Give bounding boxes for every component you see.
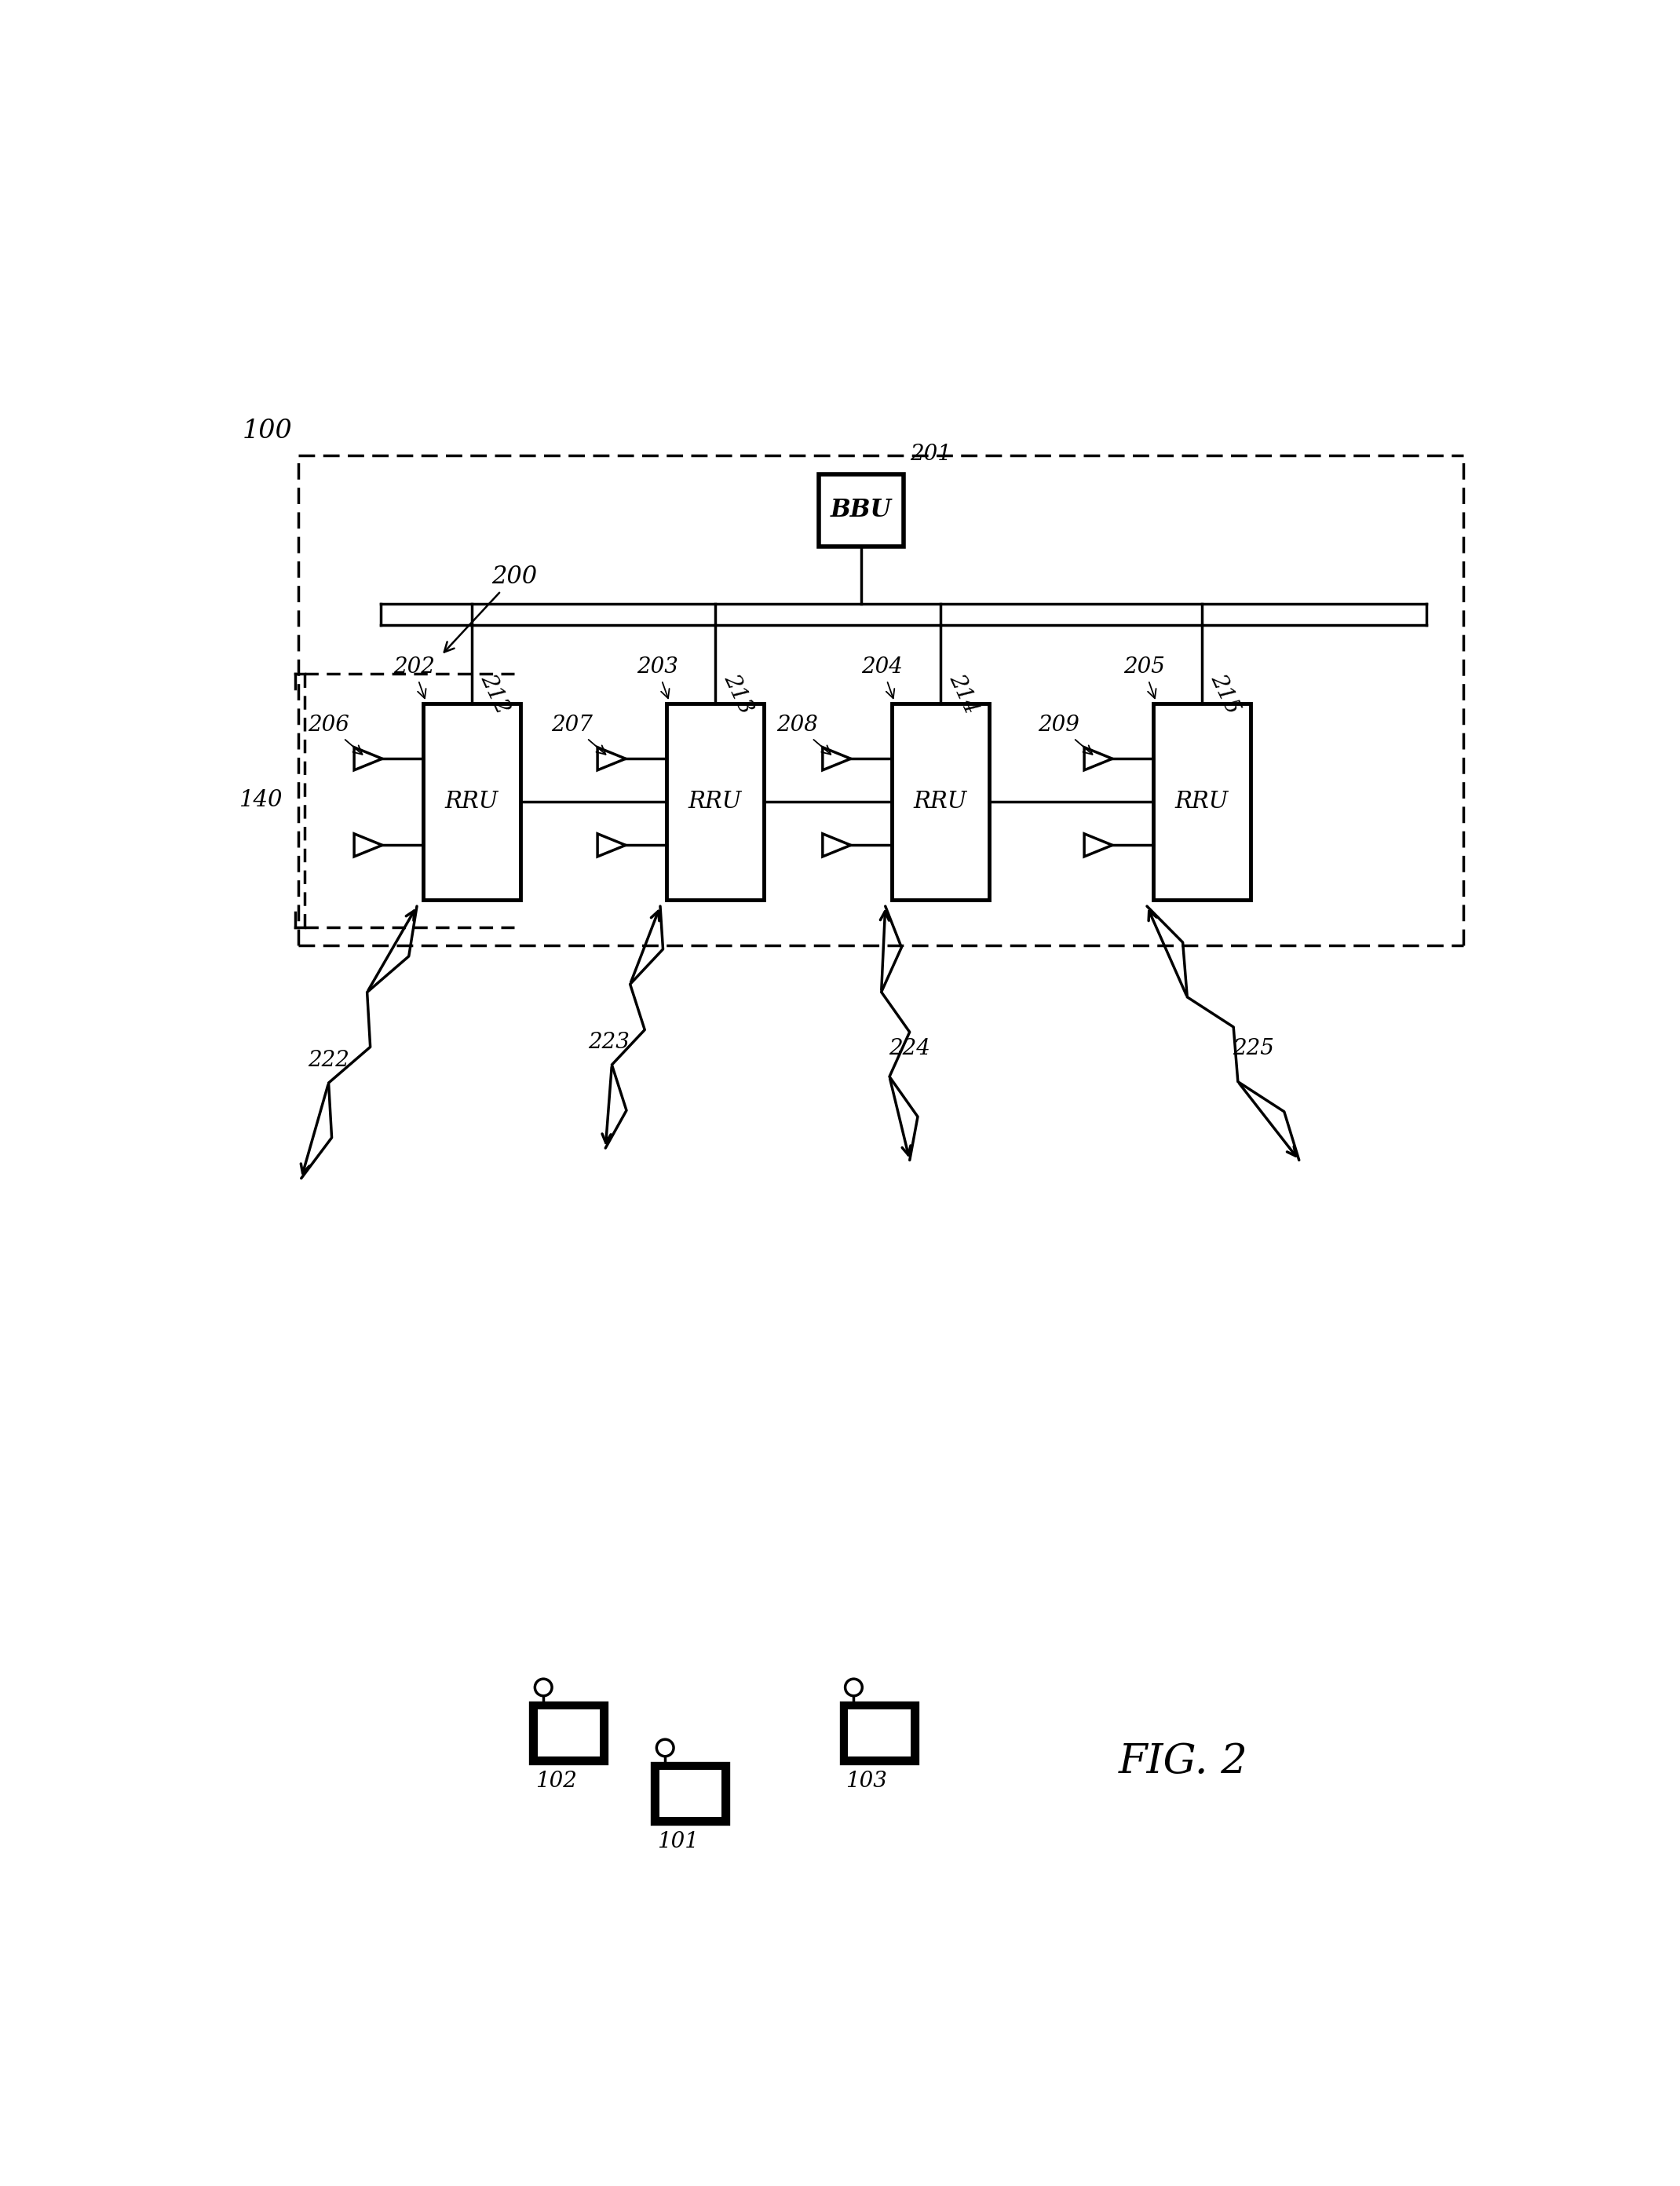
- Text: 209: 209: [1038, 715, 1092, 754]
- Bar: [533, 1705, 605, 1762]
- Text: 203: 203: [637, 656, 679, 697]
- Text: 222: 222: [307, 1049, 349, 1071]
- Bar: [848, 1709, 911, 1755]
- Text: 206: 206: [307, 715, 363, 754]
- Text: 205: 205: [1124, 656, 1164, 697]
- Bar: [423, 704, 521, 901]
- Text: RRU: RRU: [445, 791, 499, 813]
- Bar: [660, 1771, 722, 1817]
- Bar: [818, 474, 904, 546]
- Text: 204: 204: [862, 656, 904, 697]
- Text: 207: 207: [551, 715, 606, 754]
- Text: 100: 100: [242, 418, 292, 444]
- Text: 225: 225: [1233, 1038, 1273, 1058]
- Text: 201: 201: [909, 444, 951, 466]
- Text: 200: 200: [444, 564, 538, 651]
- Bar: [843, 1705, 916, 1762]
- Text: BBU: BBU: [830, 498, 892, 522]
- Text: 102: 102: [536, 1771, 576, 1793]
- Bar: [538, 1709, 600, 1755]
- Text: 140: 140: [240, 789, 282, 811]
- Bar: [667, 704, 764, 901]
- Bar: [1152, 704, 1250, 901]
- Text: 215: 215: [1206, 671, 1243, 717]
- Text: 213: 213: [719, 671, 756, 717]
- Text: 208: 208: [776, 715, 832, 754]
- Text: 103: 103: [845, 1771, 887, 1793]
- Text: 101: 101: [657, 1832, 699, 1852]
- Text: FIG. 2: FIG. 2: [1119, 1742, 1248, 1782]
- Text: 202: 202: [393, 656, 435, 697]
- Text: RRU: RRU: [914, 791, 968, 813]
- Text: 214: 214: [944, 671, 981, 717]
- Text: 223: 223: [588, 1032, 630, 1054]
- Text: RRU: RRU: [1174, 791, 1228, 813]
- Text: 224: 224: [889, 1038, 931, 1058]
- Text: 212: 212: [477, 671, 512, 717]
- Bar: [654, 1764, 727, 1823]
- Text: RRU: RRU: [689, 791, 743, 813]
- Bar: [892, 704, 990, 901]
